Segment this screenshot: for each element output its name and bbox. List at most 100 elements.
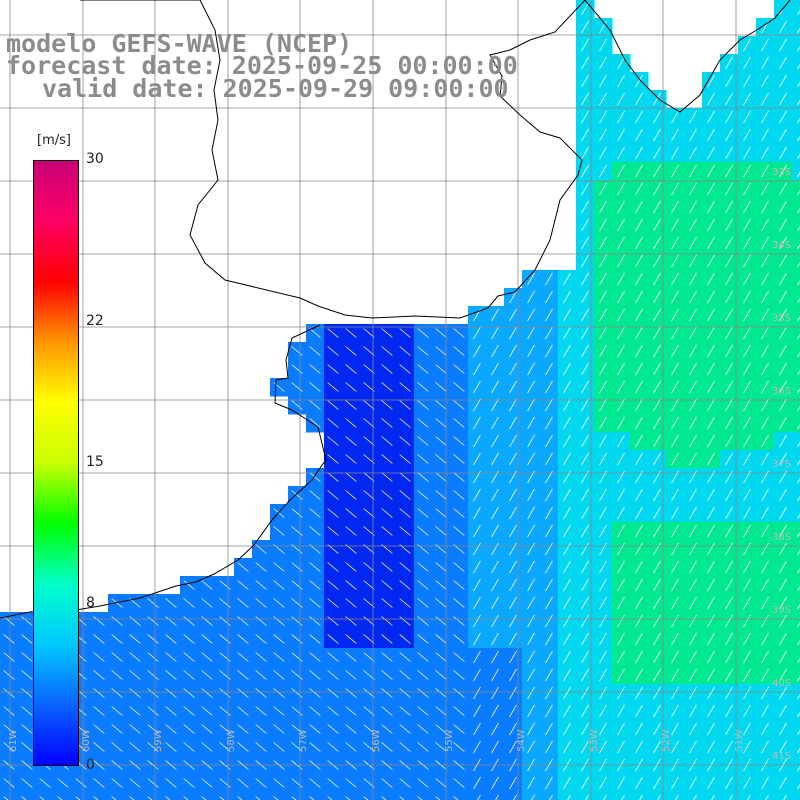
wind-arrow bbox=[381, 382, 393, 392]
wind-arrow bbox=[491, 416, 499, 430]
wind-arrow bbox=[527, 542, 535, 556]
wind-arrow bbox=[491, 542, 499, 556]
wind-arrow bbox=[689, 290, 697, 304]
wind-arrow bbox=[725, 254, 733, 268]
wind-arrow bbox=[797, 63, 800, 70]
wind-arrow bbox=[725, 182, 733, 196]
wind-arrow bbox=[399, 418, 411, 428]
wind-cell bbox=[522, 792, 541, 800]
wind-arrow bbox=[417, 346, 429, 356]
wind-arrow bbox=[545, 596, 553, 610]
wind-cell bbox=[666, 792, 685, 800]
wind-arrow bbox=[453, 796, 459, 800]
wind-arrow bbox=[291, 580, 303, 590]
wind-cell bbox=[792, 774, 800, 793]
wind-arrow bbox=[165, 742, 177, 752]
wind-arrow bbox=[381, 580, 393, 590]
wind-arrow bbox=[761, 560, 769, 574]
wind-arrow bbox=[779, 254, 787, 268]
wind-arrow bbox=[273, 706, 285, 716]
lat-label: 35S bbox=[772, 313, 791, 324]
wind-arrow bbox=[617, 722, 625, 736]
wind-arrow bbox=[327, 364, 339, 374]
wind-arrow bbox=[237, 634, 249, 644]
colorbar-tick-label: 8 bbox=[86, 595, 95, 612]
wind-arrow bbox=[3, 742, 15, 752]
wind-arrow bbox=[689, 110, 697, 124]
wind-arrow bbox=[725, 200, 733, 214]
wind-arrow bbox=[509, 776, 517, 790]
wind-arrow bbox=[435, 778, 447, 788]
wind-arrow bbox=[255, 778, 267, 788]
wind-vector-arrows bbox=[3, 2, 800, 800]
wind-arrow bbox=[219, 742, 231, 752]
lon-label: 59W bbox=[153, 729, 164, 752]
wind-arrow bbox=[3, 616, 15, 626]
wind-arrow bbox=[291, 724, 303, 734]
wind-arrow bbox=[797, 585, 800, 592]
wind-arrow bbox=[381, 634, 393, 644]
wind-arrow bbox=[363, 598, 375, 608]
wind-arrow bbox=[509, 686, 517, 700]
wind-arrow bbox=[309, 616, 321, 626]
wind-cell bbox=[540, 792, 559, 800]
wind-arrow bbox=[345, 346, 357, 356]
wind-cell bbox=[234, 792, 253, 800]
wind-arrow bbox=[635, 362, 643, 376]
wind-arrow bbox=[545, 632, 553, 646]
wind-arrow bbox=[617, 434, 625, 448]
wind-arrow bbox=[563, 614, 571, 628]
wind-arrow bbox=[671, 542, 679, 556]
wind-arrow bbox=[725, 92, 733, 106]
wind-arrow bbox=[743, 542, 751, 556]
wind-arrow bbox=[291, 634, 303, 644]
wind-arrow bbox=[545, 578, 553, 592]
wind-arrow bbox=[761, 344, 769, 358]
wind-arrow bbox=[779, 686, 787, 700]
wind-arrow bbox=[635, 614, 643, 628]
wind-arrow bbox=[707, 272, 715, 286]
wind-arrow bbox=[617, 92, 625, 106]
wind-arrow bbox=[635, 146, 643, 160]
wind-arrow bbox=[545, 272, 553, 286]
wind-arrow bbox=[237, 796, 243, 800]
wind-arrow bbox=[327, 670, 339, 680]
wind-arrow bbox=[635, 182, 643, 196]
wind-arrow bbox=[725, 236, 733, 250]
wind-arrow bbox=[363, 688, 375, 698]
wind-arrow bbox=[599, 452, 607, 466]
wind-arrow bbox=[797, 639, 800, 646]
wind-arrow bbox=[327, 706, 339, 716]
wind-arrow bbox=[671, 146, 679, 160]
wind-arrow bbox=[599, 506, 607, 520]
wind-arrow bbox=[291, 346, 303, 356]
wind-arrow bbox=[599, 254, 607, 268]
lon-label: 56W bbox=[371, 729, 382, 752]
wind-arrow bbox=[563, 740, 571, 754]
wind-arrow bbox=[761, 92, 769, 106]
wind-arrow bbox=[617, 380, 625, 394]
wind-arrow bbox=[3, 688, 15, 698]
wind-arrow bbox=[309, 580, 321, 590]
wind-arrow bbox=[599, 596, 607, 610]
wind-arrow bbox=[599, 488, 607, 502]
wind-arrow bbox=[761, 326, 769, 340]
lon-label: 55W bbox=[444, 729, 455, 752]
wind-arrow bbox=[291, 490, 303, 500]
wind-arrow bbox=[725, 668, 733, 682]
wind-arrow bbox=[399, 778, 411, 788]
wind-arrow bbox=[435, 796, 441, 800]
wind-arrow bbox=[453, 526, 465, 536]
wind-arrow bbox=[399, 562, 411, 572]
wind-arrow bbox=[689, 542, 697, 556]
wind-arrow bbox=[381, 526, 393, 536]
wind-arrow bbox=[635, 740, 643, 754]
wind-arrow bbox=[599, 200, 607, 214]
wind-cell bbox=[792, 648, 800, 667]
wind-arrow bbox=[653, 110, 661, 124]
wind-arrow bbox=[39, 778, 51, 788]
wind-arrow bbox=[743, 632, 751, 646]
wind-arrow bbox=[327, 796, 333, 800]
wind-arrow bbox=[725, 434, 733, 448]
wind-arrow bbox=[183, 688, 195, 698]
